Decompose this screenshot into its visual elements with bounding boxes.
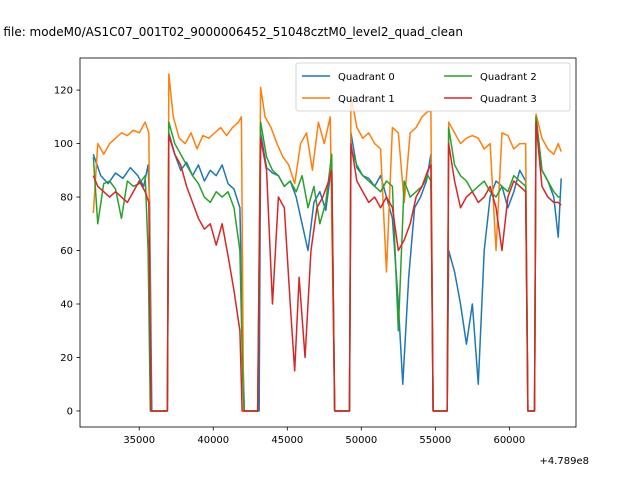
legend-label: Quadrant 2	[480, 72, 537, 83]
y-tick-label: 0	[67, 406, 73, 417]
y-tick-label: 20	[60, 353, 73, 364]
x-tick-label: 40000	[197, 435, 229, 446]
plot-frame	[79, 57, 577, 428]
y-tick-label: 60	[60, 246, 73, 257]
series-line-quadrant-1	[92, 73, 562, 412]
y-axis: 0 20 40 60 80 100 120	[54, 86, 80, 417]
plot-lines	[92, 73, 562, 412]
x-tick-label: 60000	[493, 435, 525, 446]
x-tick-label: 35000	[123, 435, 155, 446]
x-tick-label: 55000	[419, 435, 451, 446]
x-axis: 35000 40000 45000 50000 55000 60000	[123, 427, 525, 446]
legend: Quadrant 0 Quadrant 1 Quadrant 2 Quadrant 3	[295, 62, 571, 112]
legend-label: Quadrant 0	[338, 72, 395, 83]
x-axis-offset-label: +4.789e8	[539, 456, 589, 467]
y-tick-label: 100	[54, 139, 73, 150]
chart-title: n file: modeM0/AS1C07_001T02_9000006452_…	[0, 25, 463, 39]
x-tick-label: 45000	[271, 435, 303, 446]
x-tick-label: 50000	[345, 435, 377, 446]
y-tick-label: 80	[60, 193, 73, 204]
legend-label: Quadrant 3	[480, 94, 537, 105]
series-line-quadrant-3	[92, 121, 562, 412]
y-tick-label: 40	[60, 300, 73, 311]
legend-box	[295, 62, 571, 112]
legend-label: Quadrant 1	[338, 94, 395, 105]
y-tick-label: 120	[54, 86, 73, 97]
